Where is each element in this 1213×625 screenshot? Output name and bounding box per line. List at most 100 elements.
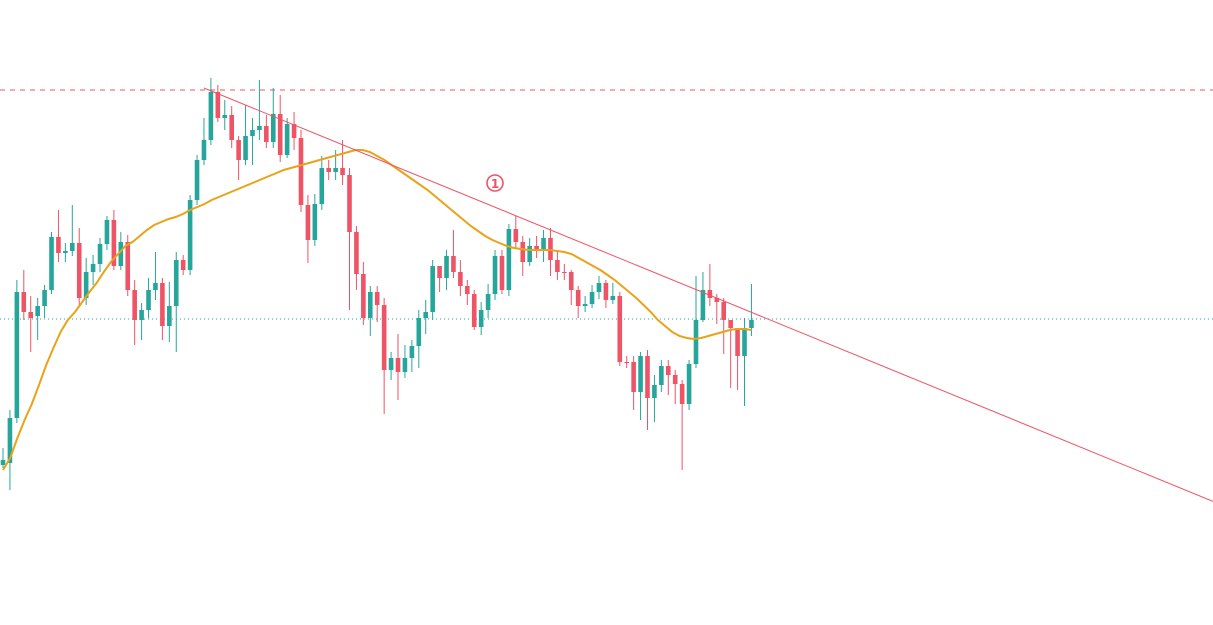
candle[interactable] — [208, 78, 214, 145]
candle[interactable] — [693, 276, 699, 368]
candle[interactable] — [63, 243, 68, 262]
candle[interactable] — [146, 278, 151, 318]
candle[interactable] — [97, 238, 103, 272]
candle[interactable] — [527, 238, 532, 266]
candle[interactable] — [374, 286, 380, 322]
candle[interactable] — [340, 140, 345, 185]
candle[interactable] — [361, 262, 366, 325]
candle[interactable] — [402, 345, 408, 378]
candle[interactable] — [305, 195, 311, 263]
candle[interactable] — [714, 294, 720, 324]
candle[interactable] — [617, 292, 623, 366]
candle[interactable] — [167, 282, 172, 342]
candle[interactable] — [187, 195, 193, 275]
candle[interactable] — [603, 280, 609, 308]
candle[interactable] — [7, 410, 13, 490]
candle[interactable] — [270, 88, 276, 148]
candle[interactable] — [437, 266, 442, 292]
candle[interactable] — [28, 296, 34, 352]
candle[interactable] — [735, 328, 740, 390]
candle[interactable] — [0, 448, 6, 468]
moving-average-line[interactable] — [2, 149, 752, 471]
candle[interactable] — [14, 280, 20, 423]
candle[interactable] — [700, 272, 706, 322]
candle[interactable] — [499, 250, 505, 294]
candle[interactable] — [21, 270, 27, 320]
candle[interactable] — [416, 310, 422, 368]
candle[interactable] — [160, 278, 165, 340]
candle[interactable] — [229, 106, 234, 148]
candle[interactable] — [298, 130, 304, 212]
candle[interactable] — [90, 255, 96, 285]
candle[interactable] — [652, 375, 657, 422]
candle[interactable] — [395, 334, 401, 400]
trendline[interactable] — [203, 87, 1213, 502]
candle[interactable] — [49, 232, 54, 294]
candle[interactable] — [326, 160, 332, 180]
candle[interactable] — [423, 300, 429, 334]
candle[interactable] — [679, 380, 685, 470]
candle[interactable] — [451, 230, 456, 278]
candle[interactable] — [243, 105, 248, 165]
candle[interactable] — [589, 285, 595, 308]
candle[interactable] — [707, 264, 713, 306]
candle[interactable] — [367, 286, 373, 336]
candle[interactable] — [381, 298, 387, 414]
candle[interactable] — [132, 280, 137, 345]
annotation-marker[interactable]: 1 — [486, 174, 504, 192]
candle[interactable] — [222, 100, 228, 130]
candle[interactable] — [665, 360, 671, 395]
candle[interactable] — [596, 276, 602, 299]
candle[interactable] — [250, 118, 255, 165]
candle[interactable] — [409, 340, 415, 372]
candle[interactable] — [471, 290, 477, 330]
candle[interactable] — [624, 356, 629, 368]
candle[interactable] — [742, 318, 747, 406]
candle[interactable] — [672, 370, 678, 404]
candle[interactable] — [520, 236, 526, 276]
candle[interactable] — [513, 216, 519, 248]
candle[interactable] — [194, 155, 200, 205]
candle[interactable] — [728, 320, 733, 388]
candle[interactable] — [139, 303, 144, 340]
candle[interactable] — [291, 112, 297, 150]
candle[interactable] — [388, 352, 394, 380]
candle[interactable] — [478, 302, 484, 335]
candle[interactable] — [575, 286, 581, 318]
candle[interactable] — [277, 95, 283, 162]
candle[interactable] — [319, 156, 325, 210]
candle[interactable] — [264, 115, 269, 148]
candle[interactable] — [104, 216, 110, 250]
candle[interactable] — [749, 284, 754, 336]
candle[interactable] — [492, 250, 498, 300]
candle[interactable] — [70, 205, 75, 256]
candle[interactable] — [56, 210, 61, 262]
candle[interactable] — [42, 285, 47, 318]
candle[interactable] — [465, 280, 470, 305]
candle[interactable] — [631, 356, 636, 410]
candle[interactable] — [284, 118, 290, 158]
candle[interactable] — [555, 252, 560, 280]
candle[interactable] — [659, 360, 664, 392]
candle[interactable] — [686, 360, 692, 410]
candle[interactable] — [548, 228, 553, 276]
candle[interactable] — [645, 350, 650, 430]
candle[interactable] — [153, 252, 158, 300]
candle[interactable] — [638, 352, 643, 420]
candle[interactable] — [201, 118, 207, 165]
candle[interactable] — [458, 260, 463, 296]
candle[interactable] — [257, 80, 262, 140]
candle[interactable] — [236, 136, 241, 180]
candle[interactable] — [485, 284, 491, 318]
candle[interactable] — [347, 168, 352, 310]
candle[interactable] — [721, 298, 727, 354]
candle[interactable] — [506, 224, 512, 296]
candle[interactable] — [582, 296, 588, 312]
candle[interactable] — [354, 226, 359, 290]
candle[interactable] — [76, 228, 82, 305]
candle[interactable] — [215, 85, 221, 122]
candle[interactable] — [173, 252, 179, 352]
candle[interactable] — [430, 260, 435, 320]
candle[interactable] — [180, 255, 186, 275]
candle[interactable] — [444, 250, 449, 290]
